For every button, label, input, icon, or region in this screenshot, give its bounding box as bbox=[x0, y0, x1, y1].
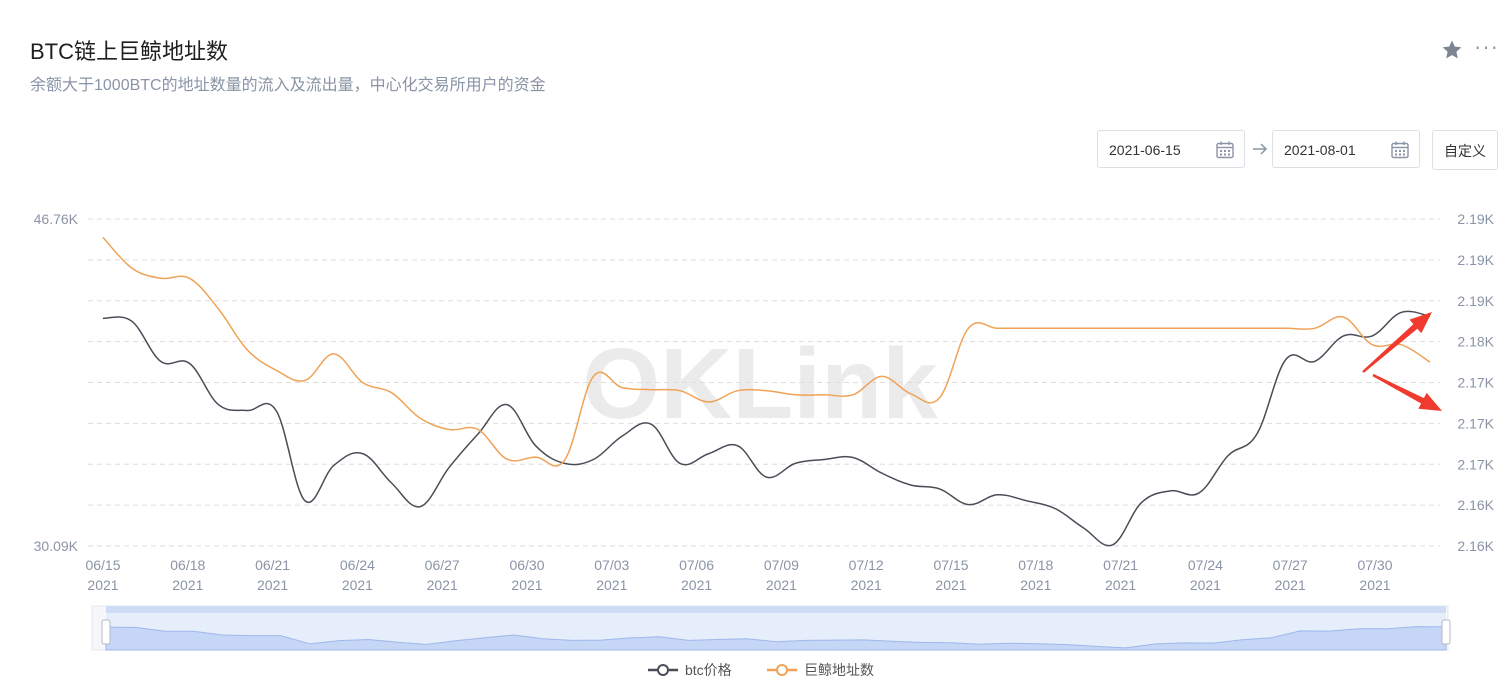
zoom-slider-preview bbox=[105, 626, 1447, 651]
red-arrow-down-icon bbox=[1372, 373, 1442, 411]
svg-text:2021: 2021 bbox=[935, 577, 966, 593]
x-axis-tick-label: 06/15 2021 bbox=[85, 557, 120, 593]
svg-text:06/15: 06/15 bbox=[85, 557, 120, 573]
calendar-icon bbox=[1391, 141, 1409, 159]
svg-text:07/24: 07/24 bbox=[1188, 557, 1223, 573]
x-axis-tick-label: 07/12 2021 bbox=[849, 557, 884, 593]
chart-title: BTC链上巨鲸地址数 bbox=[30, 39, 229, 64]
svg-text:btc价格: btc价格 bbox=[685, 662, 732, 678]
svg-text:07/30: 07/30 bbox=[1357, 557, 1392, 573]
chart-subtitle: 余额大于1000BTC的地址数量的流入及流出量，中心化交易所用户的资金 bbox=[30, 77, 546, 94]
x-axis-tick-label: 07/27 2021 bbox=[1273, 557, 1308, 593]
start-date-picker[interactable]: 2021-06-15 bbox=[1097, 130, 1245, 168]
svg-text:2021: 2021 bbox=[172, 577, 203, 593]
x-axis-tick-label: 07/18 2021 bbox=[1018, 557, 1053, 593]
more-options-icon[interactable]: ··· bbox=[1474, 34, 1499, 59]
x-axis-tick-label: 06/27 2021 bbox=[425, 557, 460, 593]
x-axis-tick-label: 07/03 2021 bbox=[594, 557, 629, 593]
x-axis-tick-label: 07/30 2021 bbox=[1357, 557, 1392, 593]
x-axis-tick-label: 07/21 2021 bbox=[1103, 557, 1138, 593]
series-line-btc-price bbox=[102, 310, 1431, 547]
right-axis-tick-label: 2.17K bbox=[1457, 375, 1494, 391]
zoom-slider-top-bar[interactable] bbox=[106, 606, 1446, 613]
series-line-whale-addresses bbox=[102, 236, 1431, 467]
end-date-picker[interactable]: 2021-08-01 bbox=[1272, 130, 1420, 168]
svg-text:2021: 2021 bbox=[342, 577, 373, 593]
x-axis-tick-label: 07/06 2021 bbox=[679, 557, 714, 593]
svg-text:06/21: 06/21 bbox=[255, 557, 290, 573]
left-axis-tick-label: 30.09K bbox=[34, 538, 79, 554]
right-axis-tick-label: 2.18K bbox=[1457, 334, 1494, 350]
end-date-value: 2021-08-01 bbox=[1284, 142, 1356, 158]
right-axis-tick-label: 2.16K bbox=[1457, 538, 1494, 554]
x-axis-tick-label: 07/24 2021 bbox=[1188, 557, 1223, 593]
svg-text:2021: 2021 bbox=[851, 577, 882, 593]
watermark: OKLink bbox=[582, 328, 938, 440]
svg-text:2021: 2021 bbox=[1275, 577, 1306, 593]
svg-text:2021: 2021 bbox=[1359, 577, 1390, 593]
svg-text:巨鲸地址数: 巨鲸地址数 bbox=[804, 662, 874, 678]
svg-text:2021: 2021 bbox=[427, 577, 458, 593]
x-axis-tick-label: 07/15 2021 bbox=[933, 557, 968, 593]
svg-text:07/09: 07/09 bbox=[764, 557, 799, 573]
svg-text:2021: 2021 bbox=[511, 577, 542, 593]
svg-text:07/03: 07/03 bbox=[594, 557, 629, 573]
star-icon[interactable] bbox=[1440, 38, 1464, 62]
x-axis-tick-label: 06/21 2021 bbox=[255, 557, 290, 593]
svg-text:07/21: 07/21 bbox=[1103, 557, 1138, 573]
arrow-right-icon bbox=[1253, 143, 1268, 155]
x-axis-tick-label: 06/18 2021 bbox=[170, 557, 205, 593]
start-date-value: 2021-06-15 bbox=[1109, 142, 1181, 158]
svg-text:06/18: 06/18 bbox=[170, 557, 205, 573]
calendar-icon bbox=[1216, 141, 1234, 159]
red-arrow-up-icon bbox=[1362, 312, 1432, 373]
x-axis-tick-label: 06/24 2021 bbox=[340, 557, 375, 593]
svg-text:2021: 2021 bbox=[1105, 577, 1136, 593]
svg-text:07/12: 07/12 bbox=[849, 557, 884, 573]
right-axis-tick-label: 2.16K bbox=[1457, 497, 1494, 513]
svg-text:2021: 2021 bbox=[681, 577, 712, 593]
right-axis-tick-label: 2.19K bbox=[1457, 211, 1494, 227]
svg-text:07/18: 07/18 bbox=[1018, 557, 1053, 573]
left-axis-tick-label: 46.76K bbox=[34, 211, 79, 227]
right-axis-tick-label: 2.17K bbox=[1457, 456, 1494, 472]
svg-text:06/30: 06/30 bbox=[509, 557, 544, 573]
custom-range-button[interactable]: 自定义 bbox=[1432, 130, 1498, 170]
x-axis-tick-label: 06/30 2021 bbox=[509, 557, 544, 593]
svg-text:07/15: 07/15 bbox=[933, 557, 968, 573]
svg-text:2021: 2021 bbox=[257, 577, 288, 593]
right-axis-tick-label: 2.19K bbox=[1457, 252, 1494, 268]
legend-item-btc-price[interactable]: btc价格 bbox=[648, 662, 732, 678]
svg-text:2021: 2021 bbox=[1190, 577, 1221, 593]
svg-text:2021: 2021 bbox=[87, 577, 118, 593]
zoom-slider-left-handle[interactable] bbox=[101, 619, 111, 645]
svg-text:07/27: 07/27 bbox=[1273, 557, 1308, 573]
svg-text:2021: 2021 bbox=[766, 577, 797, 593]
svg-text:2021: 2021 bbox=[1020, 577, 1051, 593]
legend-item-whale-addresses[interactable]: 巨鲸地址数 bbox=[767, 662, 874, 678]
svg-text:2021: 2021 bbox=[596, 577, 627, 593]
right-axis-tick-label: 2.19K bbox=[1457, 293, 1494, 309]
x-axis-tick-label: 07/09 2021 bbox=[764, 557, 799, 593]
svg-text:06/27: 06/27 bbox=[425, 557, 460, 573]
zoom-slider-right-handle[interactable] bbox=[1441, 619, 1451, 645]
svg-text:06/24: 06/24 bbox=[340, 557, 375, 573]
right-axis-tick-label: 2.17K bbox=[1457, 415, 1494, 431]
svg-text:07/06: 07/06 bbox=[679, 557, 714, 573]
